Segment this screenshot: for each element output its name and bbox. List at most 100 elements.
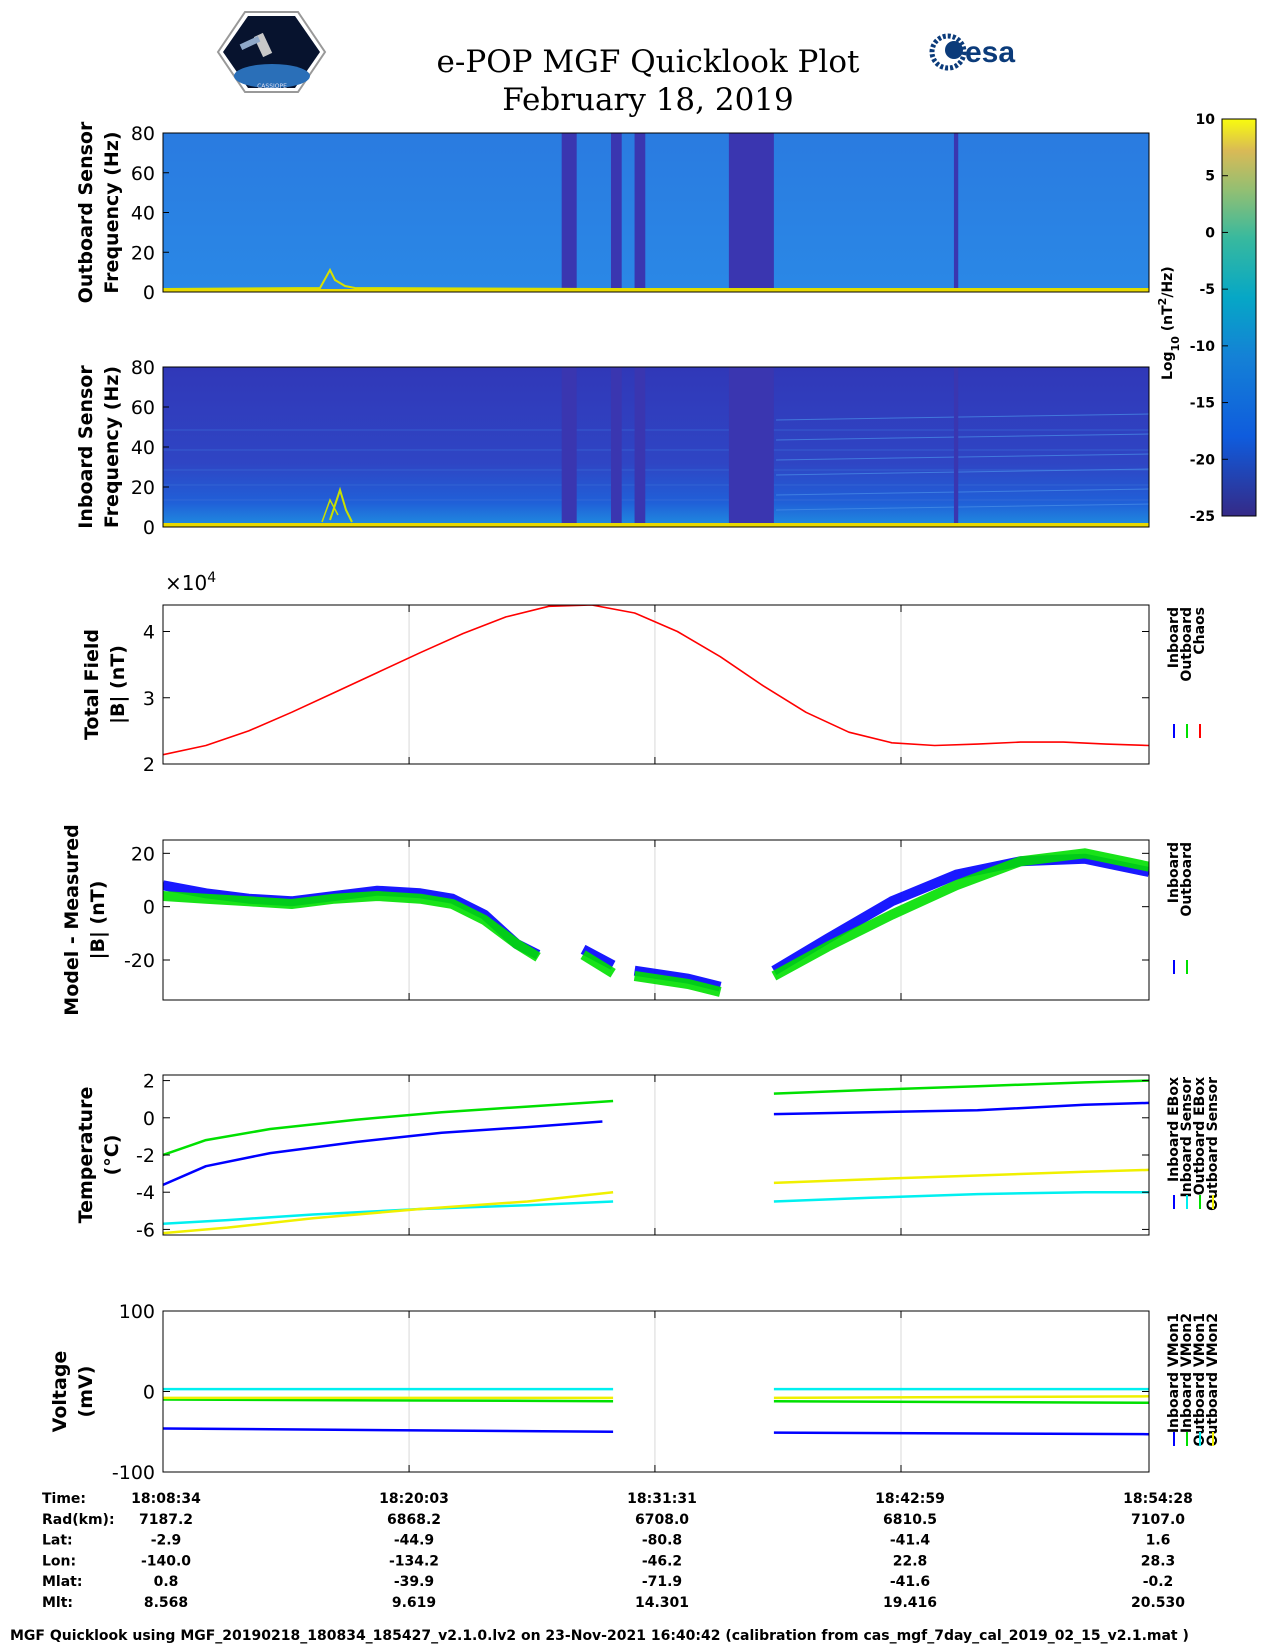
y-axis-label: Frequency (Hz) bbox=[101, 366, 123, 528]
y-tick-label: 0 bbox=[143, 517, 155, 539]
series-line bbox=[163, 1200, 614, 1226]
series-line bbox=[773, 1431, 1149, 1436]
y-tick-label: 20 bbox=[131, 477, 155, 499]
y-tick-label: -2 bbox=[136, 1145, 155, 1167]
orbit-cell: -41.6 bbox=[890, 1574, 930, 1590]
y-tick-label: -100 bbox=[112, 1462, 155, 1484]
colorbar-tick-label: 5 bbox=[1205, 169, 1215, 185]
plot-title: e-POP MGF Quicklook Plot bbox=[437, 44, 860, 80]
y-tick-label: 2 bbox=[143, 1071, 155, 1093]
orbit-cell: 28.3 bbox=[1141, 1553, 1176, 1569]
orbit-cell: 18:42:59 bbox=[875, 1491, 945, 1507]
y-tick-label: 0 bbox=[143, 897, 155, 919]
outboard-spectrogram-panel: 0 20 40 60 80 Outboard Sensor Frequency (Hz) bbox=[75, 121, 1150, 304]
colorbar-scale bbox=[1221, 118, 1257, 517]
colorbar-tick-label: 10 bbox=[1196, 112, 1216, 128]
y-axis-label: Model - Measured bbox=[61, 824, 83, 1015]
legend-entry: Inboard bbox=[1166, 607, 1182, 668]
colorbar-tick-label: -10 bbox=[1190, 339, 1216, 355]
series-line bbox=[773, 1101, 1149, 1116]
esa-logo-text: esa bbox=[965, 36, 1015, 69]
orbit-cell: 19.416 bbox=[883, 1595, 937, 1611]
orbit-row-label: Lon: bbox=[42, 1553, 76, 1569]
outboard-spectrogram-image bbox=[163, 133, 1149, 292]
legend-entry: Outboard EBox bbox=[1192, 1077, 1208, 1195]
series-line bbox=[163, 1120, 603, 1186]
series-line bbox=[633, 965, 722, 992]
plot-axes bbox=[162, 839, 1150, 1001]
orbit-cell: -71.9 bbox=[642, 1574, 682, 1590]
orbit-row-label: Lat: bbox=[42, 1533, 73, 1549]
orbit-row-label: Rad(km): bbox=[42, 1512, 115, 1528]
temperature-panel: -6 -4 -2 0 2 Temperature (°C) Inboard EBoxInboa… bbox=[75, 1071, 1221, 1242]
y-tick-label: 3 bbox=[143, 688, 155, 710]
series-line bbox=[163, 1190, 614, 1235]
series-line bbox=[163, 1427, 614, 1434]
orbit-cell: 18:08:34 bbox=[131, 1491, 201, 1507]
plot-date: February 18, 2019 bbox=[502, 82, 794, 118]
orbit-cell: 7107.0 bbox=[1131, 1512, 1185, 1528]
orbit-cell: -2.9 bbox=[151, 1533, 182, 1549]
orbit-cell: 6810.5 bbox=[883, 1512, 937, 1528]
orbit-cell: -0.2 bbox=[1143, 1574, 1174, 1590]
y-tick-label: 20 bbox=[131, 843, 155, 865]
legend-entry: Outboard bbox=[1179, 607, 1195, 682]
orbit-cell: -46.2 bbox=[642, 1553, 682, 1569]
orbit-cell: 1.6 bbox=[1146, 1533, 1171, 1549]
orbit-table: Time: 18:08:34 18:20:03 18:31:31 18:42:59 18:… bbox=[42, 1491, 1193, 1611]
y-tick-label: 4 bbox=[143, 622, 155, 644]
total-field-panel: 2 3 4 Total Field |B| (nT) InboardOutboardCha… bbox=[81, 604, 1208, 776]
y-tick-label: 100 bbox=[119, 1301, 155, 1323]
colorbar-label: Log10 (nT2/Hz) bbox=[1156, 266, 1182, 380]
colorbar-tick-label: -5 bbox=[1199, 282, 1215, 298]
orbit-cell: -41.4 bbox=[890, 1533, 931, 1549]
orbit-cell: 6868.2 bbox=[387, 1512, 441, 1528]
orbit-cell: 18:54:28 bbox=[1123, 1491, 1193, 1507]
y-axis-label: Voltage bbox=[49, 1351, 71, 1433]
y-tick-label: 0 bbox=[143, 1382, 155, 1404]
orbit-row-label: Mlat: bbox=[42, 1574, 82, 1590]
legend-entry: Inboard Sensor bbox=[1179, 1077, 1195, 1198]
legend-entry: Outboard Sensor bbox=[1205, 1077, 1221, 1211]
y-tick-label: 60 bbox=[131, 397, 155, 419]
series-line bbox=[773, 1079, 1149, 1095]
orbit-row-label: Time: bbox=[42, 1491, 86, 1507]
orbit-cell: -140.0 bbox=[141, 1553, 191, 1569]
colorbar-tick-label: -20 bbox=[1190, 452, 1216, 468]
y-axis-label: (mV) bbox=[75, 1366, 97, 1418]
y-tick-label: -6 bbox=[136, 1219, 155, 1241]
series-line bbox=[773, 1395, 1149, 1400]
y-tick-label: -4 bbox=[136, 1182, 155, 1204]
orbit-cell: 20.530 bbox=[1131, 1595, 1185, 1611]
series-line bbox=[771, 853, 1149, 975]
legend-entry: Outboard VMon1 bbox=[1192, 1313, 1208, 1447]
y-tick-label: 60 bbox=[131, 163, 155, 185]
orbit-cell: 22.8 bbox=[893, 1553, 928, 1569]
orbit-cell: 6708.0 bbox=[635, 1512, 689, 1528]
y-axis-label: (°C) bbox=[101, 1135, 123, 1176]
series-line bbox=[773, 1190, 1149, 1203]
voltage-panel: -100 0 100 Voltage (mV) Inboard VMon1Inboard … bbox=[49, 1301, 1221, 1484]
y-tick-label: 2 bbox=[143, 754, 155, 776]
y-tick-label: -20 bbox=[124, 950, 155, 972]
y-axis-label: |B| (nT) bbox=[87, 881, 109, 960]
legend-entry: Outboard bbox=[1179, 842, 1195, 917]
footer-note: MGF Quicklook using MGF_20190218_180834_… bbox=[10, 1628, 1189, 1644]
orbit-cell: 18:31:31 bbox=[627, 1491, 697, 1507]
y-axis-label: Temperature bbox=[75, 1087, 97, 1224]
legend-entry: Inboard bbox=[1166, 842, 1182, 903]
series-line bbox=[580, 950, 616, 978]
orbit-cell: 7187.2 bbox=[139, 1512, 193, 1528]
colorbar-tick-label: -25 bbox=[1190, 509, 1215, 525]
y-axis-label: Frequency (Hz) bbox=[101, 131, 123, 293]
plot-axes bbox=[162, 604, 1150, 765]
series-line bbox=[773, 1168, 1149, 1185]
orbit-cell: -134.2 bbox=[389, 1553, 439, 1569]
orbit-cell: 9.619 bbox=[392, 1595, 436, 1611]
legend-entry: Inboard VMon1 bbox=[1166, 1313, 1182, 1433]
total-field-exponent: ×104 bbox=[165, 570, 216, 595]
y-tick-label: 80 bbox=[131, 123, 155, 145]
orbit-cell: 0.8 bbox=[154, 1574, 179, 1590]
series-line bbox=[163, 1099, 614, 1157]
